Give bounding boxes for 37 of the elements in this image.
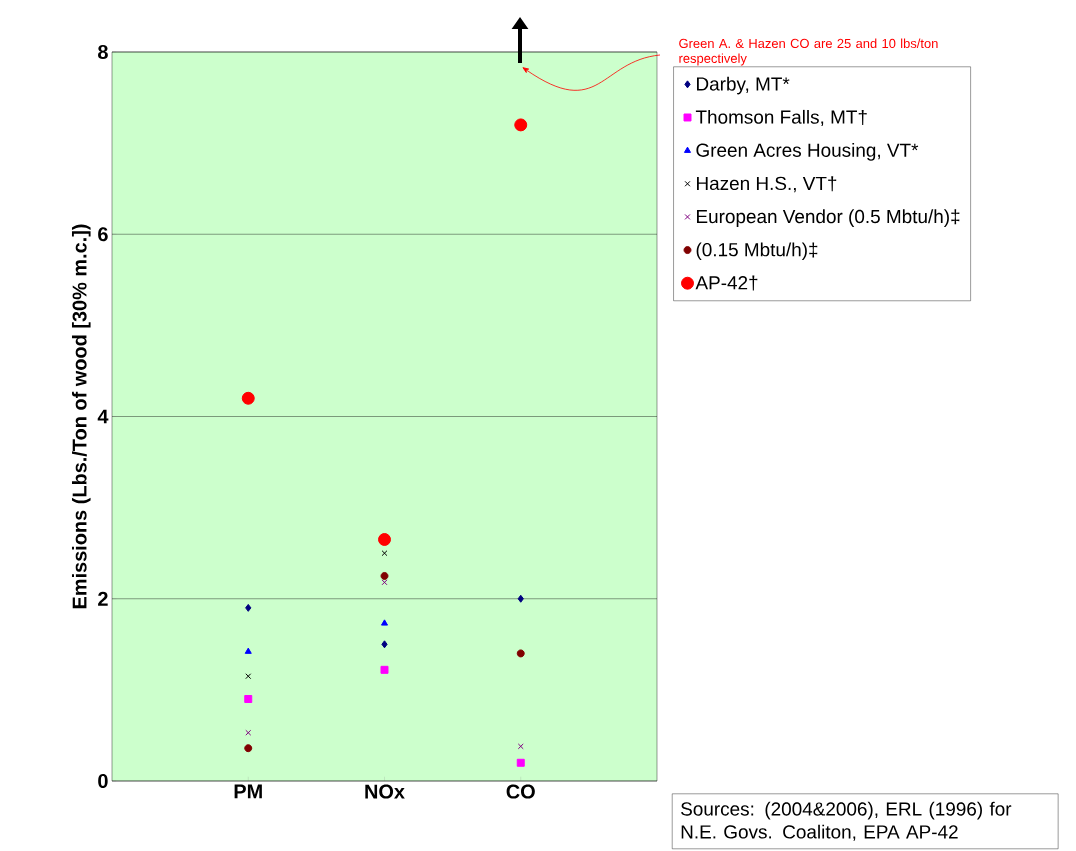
- point: [378, 533, 391, 546]
- point: [380, 619, 389, 626]
- legend-label: (0.15 Mbtu/h)‡: [696, 242, 818, 261]
- point: [244, 647, 252, 654]
- legend-label: Green Acres Housing, VT*: [696, 143, 919, 161]
- x-tick-label: CO: [506, 784, 535, 799]
- point: [381, 550, 388, 557]
- legend-label: AP-42†: [695, 275, 758, 291]
- y-tick-label: 8: [98, 44, 108, 60]
- legend-label: Hazen H.S., VT†: [697, 176, 837, 193]
- point: [517, 594, 524, 603]
- legend-label: European Vendor (0.5 Mbtu/h)‡: [697, 209, 960, 227]
- point: [245, 729, 252, 736]
- text: Green A. & Hazen CO are 25 and 10 lbs/ton respectively: [679, 38, 938, 66]
- point: [381, 579, 388, 586]
- y-axis-title: Emissions (Lbs./Ton of wood [30% m.c.]): [71, 224, 91, 609]
- point: [381, 640, 388, 649]
- x-tick-label: PM: [234, 784, 262, 799]
- y-tick-label: 6: [98, 227, 108, 242]
- y-tick-label: 0: [98, 773, 108, 789]
- legend-label: Darby, MT*: [697, 76, 790, 95]
- point: [244, 695, 253, 703]
- legend-label: Thomson Falls, MT†: [695, 109, 867, 127]
- point: [380, 665, 389, 674]
- point: [245, 603, 252, 612]
- y-tick-label: 2: [98, 591, 108, 606]
- point: [241, 391, 255, 405]
- point: [245, 673, 252, 680]
- y-tick-label: 4: [97, 409, 109, 424]
- point: [514, 118, 528, 132]
- source-note: Sources: (2004&2006), ERL (1996) for N.E. Govs. Coaliton, EPA AP-42: [681, 801, 1012, 841]
- point: [516, 758, 525, 767]
- point: [516, 649, 525, 658]
- point: [517, 743, 524, 750]
- x-tick-label: NOx: [365, 784, 405, 799]
- point: [244, 744, 253, 753]
- point: [380, 571, 389, 580]
